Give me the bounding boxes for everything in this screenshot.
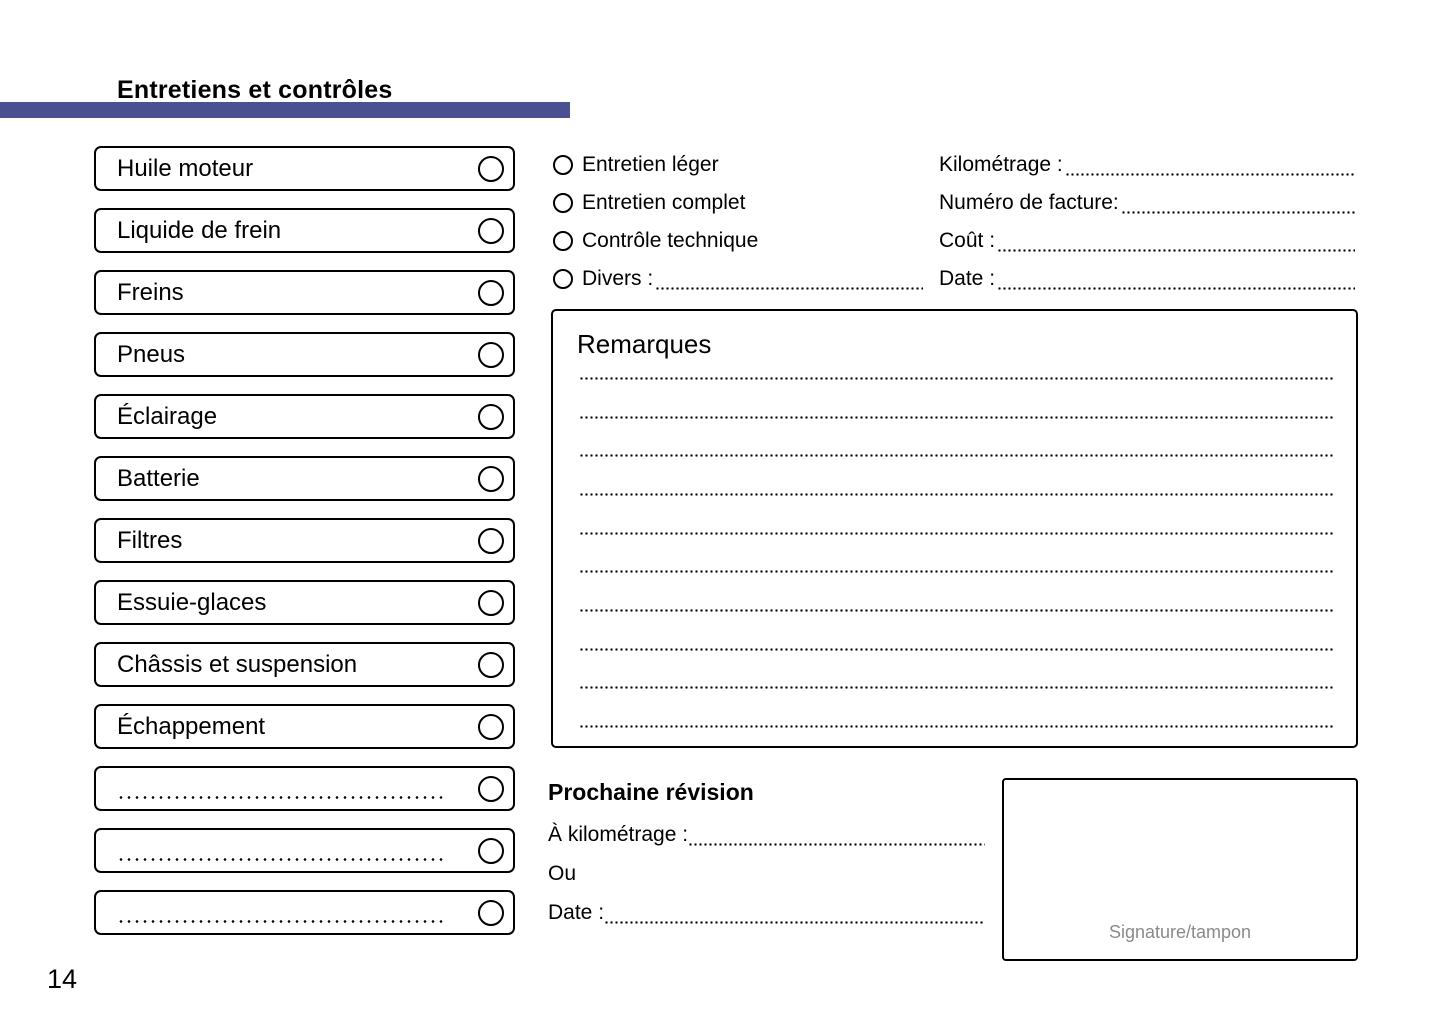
checklist-check-circle[interactable] (478, 341, 504, 368)
checklist-check-circle[interactable] (478, 527, 504, 554)
checklist-item-label: Filtres (117, 526, 183, 554)
next-revision-section: Prochaine révision À kilométrage : Ou Date… (548, 779, 985, 932)
remarks-title: Remarques (577, 329, 712, 359)
remarks-write-line[interactable] (579, 647, 1333, 651)
dotted-fill-line[interactable] (997, 287, 1355, 290)
next-revision-label: À kilométrage : (548, 822, 689, 846)
remarks-write-line[interactable] (579, 608, 1333, 612)
checklist-blank-line (117, 796, 445, 799)
checklist-row[interactable]: Échappement (94, 704, 515, 749)
checklist-check-circle[interactable] (478, 713, 504, 740)
next-revision-rows: À kilométrage : Ou Date : (548, 815, 985, 932)
remarks-lines (579, 377, 1333, 728)
service-detail-field[interactable]: Date : (939, 260, 1355, 298)
checklist-item-label: Liquide de frein (117, 216, 282, 244)
service-type-option[interactable]: Entretien léger (553, 146, 923, 184)
next-revision-row[interactable]: Date : (548, 893, 985, 932)
page-title: Entretiens et contrôles (117, 76, 393, 104)
checklist-check-circle[interactable] (478, 465, 504, 492)
signature-caption: Signature/tampon (1108, 922, 1252, 942)
checklist-check-circle[interactable] (478, 279, 504, 306)
remarks-write-line[interactable] (579, 724, 1333, 728)
checklist-blank-line (117, 920, 445, 923)
remarks-write-line[interactable] (579, 686, 1333, 690)
checklist-check-circle[interactable] (478, 403, 504, 430)
service-type-options: Entretien léger Entretien complet Contrôle… (553, 146, 923, 298)
dotted-fill-line[interactable] (1064, 173, 1355, 176)
field-label: Numéro de facture: (939, 191, 1119, 214)
checklist-item-label: Huile moteur (117, 154, 254, 182)
remarks-write-line[interactable] (579, 415, 1333, 419)
next-revision-title: Prochaine révision (548, 779, 754, 805)
checklist-item-label: Freins (117, 278, 184, 306)
dotted-fill-line[interactable] (655, 287, 923, 290)
title-rule (0, 102, 570, 118)
checklist-check-circle[interactable] (478, 837, 504, 864)
service-type-label: Entretien complet (582, 191, 746, 214)
checklist-item-label: Châssis et suspension (117, 650, 358, 678)
service-detail-fields: Kilométrage : Numéro de facture: Coût : Dat… (939, 146, 1355, 298)
checklist-check-circle[interactable] (478, 589, 504, 616)
service-detail-field[interactable]: Kilométrage : (939, 146, 1355, 184)
checklist-item-label: Pneus (117, 340, 186, 368)
remarks-write-line[interactable] (579, 377, 1333, 380)
checklist: Huile moteur Liquide de frein Freins Pneus É… (94, 146, 515, 952)
checklist-check-circle[interactable] (478, 899, 504, 926)
radio-circle-icon[interactable] (553, 155, 573, 175)
checklist-row[interactable]: Batterie (94, 456, 515, 501)
service-type-label: Contrôle technique (582, 229, 759, 252)
remarks-write-line[interactable] (579, 531, 1333, 535)
service-type-option[interactable]: Contrôle technique (553, 222, 923, 260)
checklist-item-label: Essuie-glaces (117, 588, 267, 616)
remarks-box[interactable]: Remarques (551, 309, 1358, 748)
remarks-write-line[interactable] (579, 570, 1333, 574)
checklist-row[interactable]: Huile moteur (94, 146, 515, 191)
checklist-row[interactable] (94, 828, 515, 873)
remarks-write-line[interactable] (579, 454, 1333, 458)
checklist-row[interactable]: Châssis et suspension (94, 642, 515, 687)
radio-circle-icon[interactable] (553, 269, 573, 289)
checklist-row[interactable]: Freins (94, 270, 515, 315)
checklist-check-circle[interactable] (478, 155, 504, 182)
signature-box[interactable]: Signature/tampon (1002, 778, 1358, 961)
service-detail-field[interactable]: Numéro de facture: (939, 184, 1355, 222)
checklist-check-circle[interactable] (478, 775, 504, 802)
checklist-check-circle[interactable] (478, 651, 504, 678)
service-detail-field[interactable]: Coût : (939, 222, 1355, 260)
checklist-row[interactable]: Filtres (94, 518, 515, 563)
service-type-label: Entretien léger (582, 153, 719, 176)
checklist-row[interactable] (94, 890, 515, 935)
field-label: Kilométrage : (939, 153, 1063, 176)
dotted-fill-line[interactable] (997, 249, 1355, 252)
service-type-option[interactable]: Entretien complet (553, 184, 923, 222)
checklist-check-circle[interactable] (478, 217, 504, 244)
field-label: Date : (939, 267, 996, 290)
service-type-option[interactable]: Divers : (553, 260, 923, 298)
checklist-item-label: Échappement (117, 712, 266, 740)
dotted-fill-line[interactable] (604, 921, 985, 924)
next-revision-label: Date : (548, 900, 605, 924)
remarks-write-line[interactable] (579, 492, 1333, 496)
next-revision-row: Ou (548, 854, 985, 893)
checklist-row[interactable]: Pneus (94, 332, 515, 377)
radio-circle-icon[interactable] (553, 193, 573, 213)
service-type-label: Divers : (582, 267, 654, 290)
checklist-item-label: Batterie (117, 464, 200, 492)
checklist-row[interactable]: Éclairage (94, 394, 515, 439)
field-label: Coût : (939, 229, 996, 252)
checklist-row[interactable] (94, 766, 515, 811)
radio-circle-icon[interactable] (553, 231, 573, 251)
checklist-row[interactable]: Liquide de frein (94, 208, 515, 253)
page-number: 14 (47, 964, 78, 994)
checklist-row[interactable]: Essuie-glaces (94, 580, 515, 625)
dotted-fill-line[interactable] (688, 843, 985, 846)
next-revision-label: Ou (548, 861, 577, 885)
dotted-fill-line[interactable] (1120, 211, 1355, 214)
next-revision-row[interactable]: À kilométrage : (548, 815, 985, 854)
checklist-item-label: Éclairage (117, 402, 218, 430)
checklist-blank-line (117, 858, 445, 861)
